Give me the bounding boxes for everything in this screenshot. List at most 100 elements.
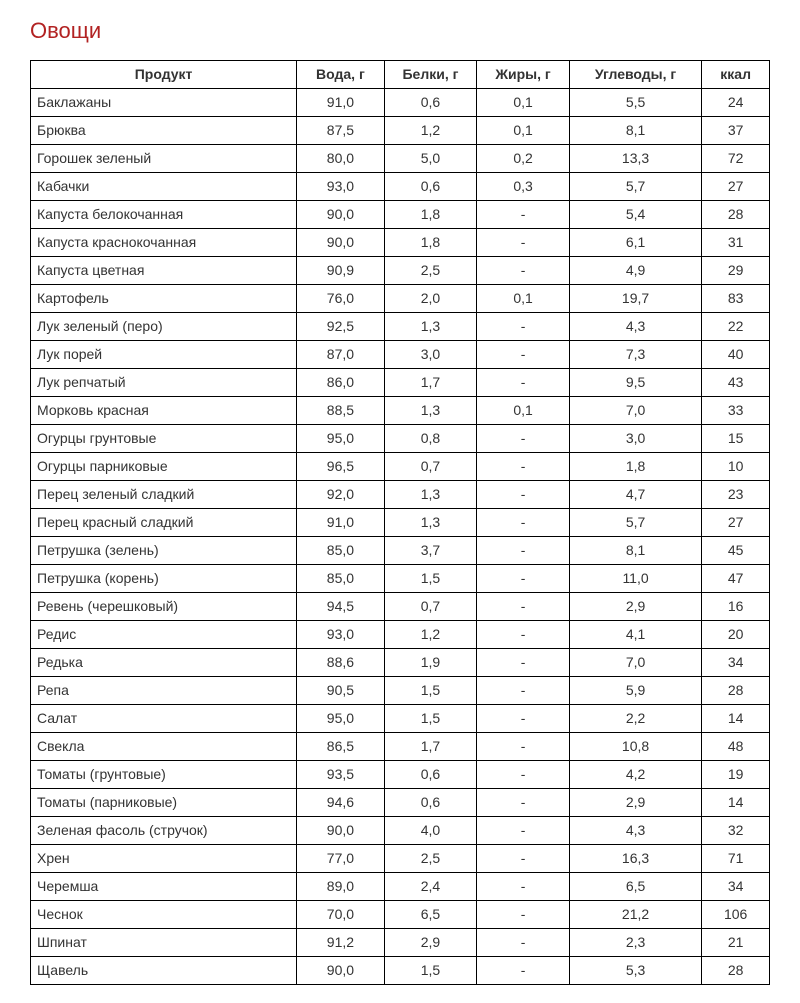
table-header-row: Продукт Вода, г Белки, г Жиры, г Углевод… [31,61,770,89]
cell-product: Редис [31,621,297,649]
table-row: Лук порей87,03,0-7,340 [31,341,770,369]
cell-value: 4,3 [569,313,701,341]
cell-value: 11,0 [569,565,701,593]
col-header-fat: Жиры, г [477,61,570,89]
cell-value: - [477,509,570,537]
cell-value: 5,4 [569,201,701,229]
cell-product: Репа [31,677,297,705]
cell-value: 87,5 [297,117,385,145]
cell-value: 2,9 [384,929,477,957]
cell-value: 4,9 [569,257,701,285]
cell-value: - [477,817,570,845]
cell-value: - [477,733,570,761]
cell-value: 1,2 [384,117,477,145]
table-row: Шпинат91,22,9-2,321 [31,929,770,957]
cell-value: 96,5 [297,453,385,481]
cell-value: 90,9 [297,257,385,285]
cell-value: 91,2 [297,929,385,957]
cell-value: - [477,453,570,481]
cell-value: 45 [702,537,770,565]
cell-value: - [477,901,570,929]
table-row: Брюква87,51,20,18,137 [31,117,770,145]
cell-value: 37 [702,117,770,145]
cell-value: - [477,341,570,369]
cell-value: 90,0 [297,229,385,257]
table-row: Капуста белокочанная90,01,8-5,428 [31,201,770,229]
cell-product: Томаты (грунтовые) [31,761,297,789]
cell-value: 2,2 [569,705,701,733]
table-row: Лук репчатый86,01,7-9,543 [31,369,770,397]
cell-product: Черемша [31,873,297,901]
table-row: Огурцы грунтовые95,00,8-3,015 [31,425,770,453]
cell-value: 16 [702,593,770,621]
cell-value: 77,0 [297,845,385,873]
cell-value: 90,0 [297,201,385,229]
cell-product: Редька [31,649,297,677]
cell-value: 27 [702,509,770,537]
cell-value: 95,0 [297,425,385,453]
table-row: Перец зеленый сладкий92,01,3-4,723 [31,481,770,509]
cell-value: 1,3 [384,397,477,425]
cell-value: 19 [702,761,770,789]
cell-value: 14 [702,789,770,817]
cell-product: Хрен [31,845,297,873]
cell-value: 95,0 [297,705,385,733]
cell-value: 5,3 [569,957,701,985]
cell-value: - [477,649,570,677]
table-row: Томаты (грунтовые)93,50,6-4,219 [31,761,770,789]
cell-product: Горошек зеленый [31,145,297,173]
cell-value: - [477,957,570,985]
cell-value: 23 [702,481,770,509]
cell-value: 90,0 [297,817,385,845]
table-row: Черемша89,02,4-6,534 [31,873,770,901]
cell-value: 88,5 [297,397,385,425]
cell-value: 1,8 [384,229,477,257]
cell-value: 20 [702,621,770,649]
table-row: Щавель90,01,5-5,328 [31,957,770,985]
table-row: Свекла86,51,7-10,848 [31,733,770,761]
table-row: Томаты (парниковые)94,60,6-2,914 [31,789,770,817]
cell-value: - [477,369,570,397]
cell-value: - [477,229,570,257]
cell-value: 48 [702,733,770,761]
table-row: Перец красный сладкий91,01,3-5,727 [31,509,770,537]
cell-value: 10 [702,453,770,481]
cell-value: 47 [702,565,770,593]
table-row: Морковь красная88,51,30,17,033 [31,397,770,425]
cell-value: 28 [702,677,770,705]
cell-value: 2,9 [569,789,701,817]
cell-value: 92,0 [297,481,385,509]
cell-value: 5,0 [384,145,477,173]
table-row: Чеснок70,06,5-21,2106 [31,901,770,929]
table-row: Репа90,51,5-5,928 [31,677,770,705]
cell-value: 86,0 [297,369,385,397]
cell-product: Баклажаны [31,89,297,117]
cell-value: 6,5 [384,901,477,929]
cell-value: 31 [702,229,770,257]
cell-value: - [477,677,570,705]
cell-value: 10,8 [569,733,701,761]
table-row: Салат95,01,5-2,214 [31,705,770,733]
cell-product: Петрушка (зелень) [31,537,297,565]
cell-value: - [477,873,570,901]
table-row: Петрушка (зелень)85,03,7-8,145 [31,537,770,565]
cell-value: 13,3 [569,145,701,173]
cell-product: Шпинат [31,929,297,957]
cell-value: 71 [702,845,770,873]
cell-value: 19,7 [569,285,701,313]
cell-product: Салат [31,705,297,733]
cell-value: 89,0 [297,873,385,901]
cell-value: 1,9 [384,649,477,677]
cell-product: Огурцы парниковые [31,453,297,481]
cell-value: 1,5 [384,565,477,593]
cell-value: - [477,929,570,957]
cell-value: 0,6 [384,89,477,117]
cell-value: - [477,201,570,229]
cell-value: 28 [702,201,770,229]
cell-product: Капуста белокочанная [31,201,297,229]
cell-value: 85,0 [297,565,385,593]
cell-value: 0,1 [477,89,570,117]
table-row: Лук зеленый (перо)92,51,3-4,322 [31,313,770,341]
cell-product: Брюква [31,117,297,145]
cell-product: Капуста цветная [31,257,297,285]
